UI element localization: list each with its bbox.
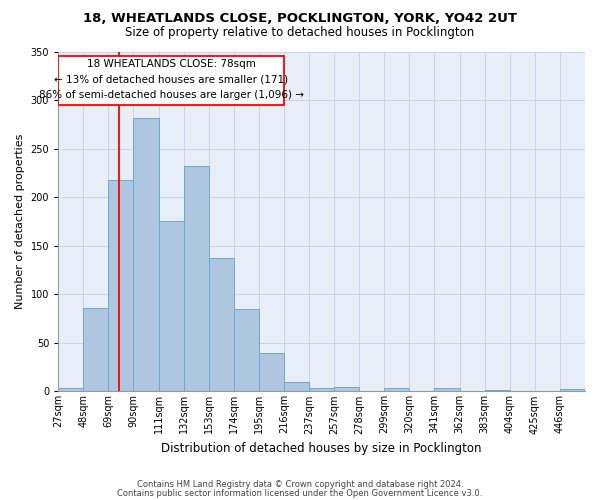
Bar	[158, 222, 184, 392]
X-axis label: Distribution of detached houses by size in Pocklington: Distribution of detached houses by size …	[161, 442, 482, 455]
Text: Contains HM Land Registry data © Crown copyright and database right 2024.: Contains HM Land Registry data © Crown c…	[137, 480, 463, 489]
Text: Size of property relative to detached houses in Pocklington: Size of property relative to detached ho…	[125, 26, 475, 39]
Bar	[385, 388, 409, 392]
Bar	[109, 180, 133, 392]
FancyBboxPatch shape	[58, 56, 284, 105]
Bar	[184, 166, 209, 392]
Bar	[560, 390, 585, 392]
Bar	[209, 258, 234, 392]
Bar	[234, 309, 259, 392]
Text: 18, WHEATLANDS CLOSE, POCKLINGTON, YORK, YO42 2UT: 18, WHEATLANDS CLOSE, POCKLINGTON, YORK,…	[83, 12, 517, 26]
Bar	[434, 388, 460, 392]
Text: ← 13% of detached houses are smaller (171): ← 13% of detached houses are smaller (17…	[54, 74, 288, 84]
Bar	[309, 388, 334, 392]
Y-axis label: Number of detached properties: Number of detached properties	[15, 134, 25, 309]
Text: 18 WHEATLANDS CLOSE: 78sqm: 18 WHEATLANDS CLOSE: 78sqm	[86, 59, 256, 69]
Bar	[485, 390, 510, 392]
Bar	[83, 308, 109, 392]
Bar	[133, 118, 158, 392]
Text: 86% of semi-detached houses are larger (1,096) →: 86% of semi-detached houses are larger (…	[38, 90, 304, 101]
Bar	[284, 382, 309, 392]
Text: Contains public sector information licensed under the Open Government Licence v3: Contains public sector information licen…	[118, 488, 482, 498]
Bar	[259, 352, 284, 392]
Bar	[334, 386, 359, 392]
Bar	[58, 388, 83, 392]
